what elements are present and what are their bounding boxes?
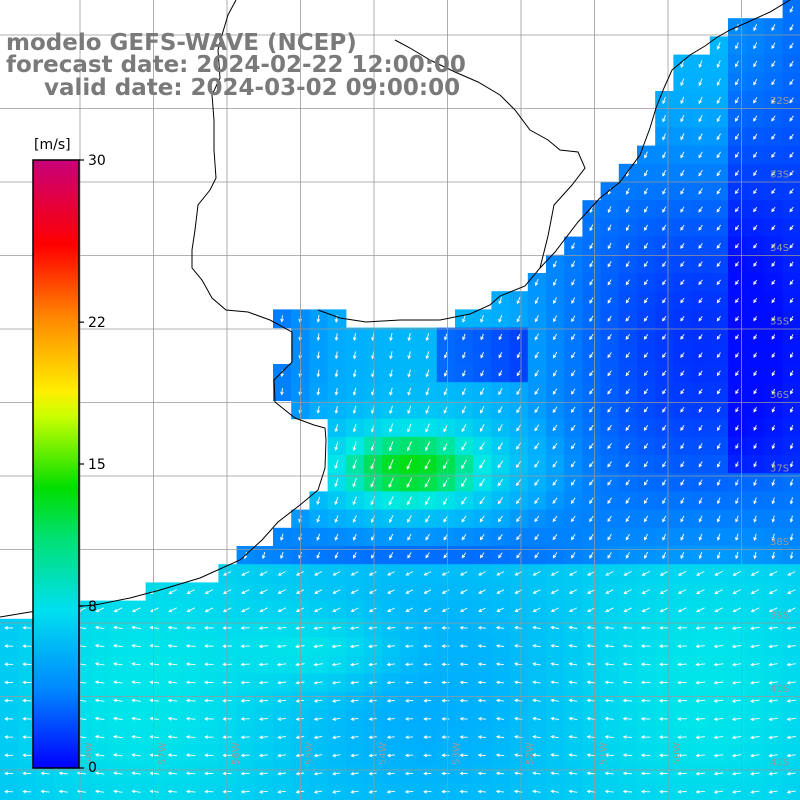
- latitude-label: 39S: [770, 611, 789, 622]
- latitude-label: 36S: [770, 390, 789, 401]
- colorbar-ramp: [33, 160, 79, 768]
- latitude-label: 40S: [770, 684, 789, 695]
- longitude-label: 51W: [599, 742, 610, 765]
- forecast-date: forecast date: 2024-02-22 12:00:00: [6, 53, 466, 77]
- colorbar-tick-label: 22: [88, 315, 106, 331]
- longitude-label: 52W: [525, 742, 536, 765]
- valid-date: valid date: 2024-03-02 09:00:00: [44, 76, 460, 100]
- colorbar-tick-label: 0: [88, 760, 97, 776]
- colorbar-unit-label: [m/s]: [34, 137, 71, 153]
- colorbar-tick-label: 15: [88, 457, 106, 473]
- colorbar-tick-label: 30: [88, 153, 106, 169]
- latitude-label: 34S: [770, 243, 789, 254]
- colorbar-tick-label: 8: [88, 599, 97, 615]
- latitude-label: 33S: [770, 170, 789, 181]
- latitude-label: 32S: [770, 96, 789, 107]
- latitude-label: 35S: [770, 317, 789, 328]
- latitude-label: 38S: [770, 537, 789, 548]
- wind-cell: [783, 783, 800, 800]
- longitude-label: 56W: [231, 742, 242, 765]
- latitude-label: 37S: [770, 464, 789, 475]
- longitude-label: 55W: [305, 742, 316, 765]
- latitude-label: 41S: [770, 758, 789, 769]
- longitude-label: 54W: [378, 742, 389, 765]
- longitude-label: 50W: [672, 742, 683, 765]
- longitude-label: 57W: [158, 742, 169, 765]
- longitude-label: 53W: [452, 742, 463, 765]
